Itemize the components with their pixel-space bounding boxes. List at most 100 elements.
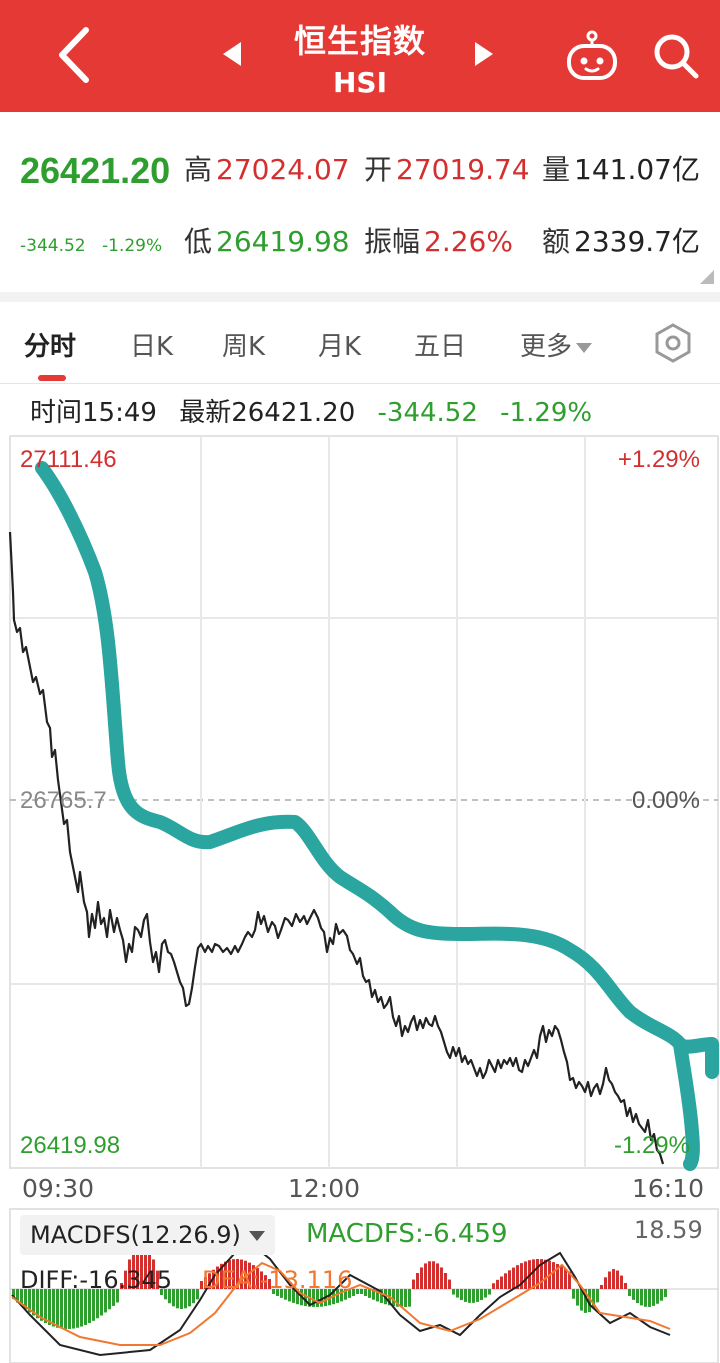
macd-bar	[356, 1289, 359, 1294]
macd-max-value: 18.59	[634, 1216, 703, 1244]
tab-daily-k[interactable]: 日K	[130, 332, 174, 362]
macd-bar	[52, 1289, 55, 1327]
tab-intraday[interactable]: 分时	[24, 332, 77, 362]
assistant-robot-icon[interactable]	[563, 30, 621, 82]
macd-bar	[576, 1289, 579, 1306]
chart-tabs: 分时 日K 周K 月K 五日 更多	[0, 302, 720, 384]
macd-bar	[424, 1263, 427, 1289]
macd-bar	[180, 1289, 183, 1309]
macd-bar	[144, 1244, 147, 1289]
macd-bar	[256, 1268, 259, 1289]
macd-bar	[248, 1262, 251, 1289]
settings-hex-icon[interactable]	[652, 322, 694, 364]
macd-bar	[656, 1289, 659, 1304]
price-change: -344.52	[20, 236, 86, 256]
macd-bar	[268, 1279, 271, 1289]
macd-bar	[240, 1259, 243, 1289]
macd-bar	[60, 1289, 63, 1329]
amplitude-value: 2.26%	[424, 225, 513, 258]
macd-bar	[12, 1289, 15, 1299]
expand-corner-icon[interactable]	[700, 270, 714, 284]
tab-weekly-k[interactable]: 周K	[222, 332, 266, 362]
tab-five-day[interactable]: 五日	[414, 332, 467, 362]
macd-bar	[616, 1270, 619, 1289]
dea-value: DEA:-13.116	[202, 1266, 353, 1294]
macd-bar	[428, 1261, 431, 1289]
macd-bar	[36, 1289, 39, 1319]
search-icon[interactable]	[650, 30, 702, 82]
tab-more[interactable]: 更多	[520, 326, 593, 363]
low-value: 26419.98	[216, 225, 350, 258]
tab-monthly-k[interactable]: 月K	[318, 332, 362, 362]
macd-chart[interactable]	[0, 1205, 720, 1363]
macd-bar	[84, 1289, 87, 1325]
macd-bar	[112, 1289, 115, 1306]
macd-bar	[68, 1289, 71, 1329]
macd-bar	[284, 1289, 287, 1300]
macd-bar	[664, 1289, 667, 1298]
macd-bar	[604, 1277, 607, 1289]
macd-bar	[140, 1243, 143, 1289]
info-latest: 最新26421.20	[179, 398, 356, 428]
macd-bar	[404, 1289, 407, 1307]
macd-bar	[208, 1273, 211, 1289]
time-noon: 12:00	[288, 1174, 361, 1203]
macd-bar	[524, 1261, 527, 1289]
macd-bar	[588, 1289, 591, 1313]
macd-indicator-selector[interactable]: MACDFS(12.26.9)	[20, 1215, 275, 1255]
macd-bar	[100, 1289, 103, 1316]
macd-bar	[24, 1289, 27, 1310]
macd-bar	[76, 1289, 79, 1328]
annotation-stroke	[35, 461, 719, 1171]
macd-bar	[448, 1279, 451, 1289]
next-index-icon[interactable]	[465, 36, 501, 72]
price-line	[8, 531, 665, 1165]
macd-bar	[580, 1289, 583, 1311]
macd-bar	[204, 1277, 207, 1289]
macd-bar	[260, 1271, 263, 1289]
macd-bar	[584, 1289, 587, 1313]
macd-bar	[568, 1271, 571, 1289]
time-start: 09:30	[22, 1174, 95, 1203]
info-change: -344.52	[377, 398, 478, 428]
macd-bar	[288, 1289, 291, 1302]
macd-bar	[252, 1265, 255, 1289]
macd-bar	[352, 1289, 355, 1296]
header-bar: 恒生指数 HSI	[0, 0, 720, 112]
macd-bar	[484, 1289, 487, 1298]
macd-bar	[492, 1283, 495, 1289]
macd-histogram	[12, 1243, 667, 1329]
dropdown-arrow-icon	[248, 1231, 265, 1241]
macd-bar	[304, 1289, 307, 1307]
volume-value: 141.07亿	[574, 153, 700, 186]
page-subtitle: HSI	[332, 66, 388, 99]
macd-bar	[132, 1250, 135, 1289]
macd-bar	[228, 1260, 231, 1289]
page-title: 恒生指数	[293, 22, 426, 60]
back-icon[interactable]	[40, 20, 110, 90]
macd-bar	[312, 1289, 315, 1307]
macd-bar	[224, 1261, 227, 1289]
macd-bar	[368, 1289, 371, 1298]
divider	[0, 292, 720, 302]
macd-bar	[272, 1289, 275, 1294]
macd-bar	[624, 1282, 627, 1289]
macd-bar	[560, 1266, 563, 1289]
macd-bar	[372, 1289, 375, 1300]
macd-bar	[532, 1259, 535, 1289]
amplitude-stat: 振幅 2.26%	[364, 225, 513, 258]
macd-bar	[160, 1289, 163, 1295]
macd-bar	[632, 1289, 635, 1300]
macd-bar	[320, 1289, 323, 1307]
prev-index-icon[interactable]	[215, 36, 251, 72]
intraday-chart[interactable]: 27111.46 26765.7 26419.98 +1.29% 0.00% -…	[0, 432, 720, 1172]
macd-bar	[452, 1289, 455, 1295]
last-price: 26421.20	[20, 150, 171, 191]
axis-top-price: 27111.46	[20, 446, 117, 473]
macd-bar	[292, 1289, 295, 1303]
macd-bar	[480, 1289, 483, 1301]
macd-bar	[136, 1244, 139, 1289]
macd-bar	[408, 1289, 411, 1307]
axis-mid-pct: 0.00%	[632, 787, 700, 814]
dea-line	[11, 1261, 671, 1346]
